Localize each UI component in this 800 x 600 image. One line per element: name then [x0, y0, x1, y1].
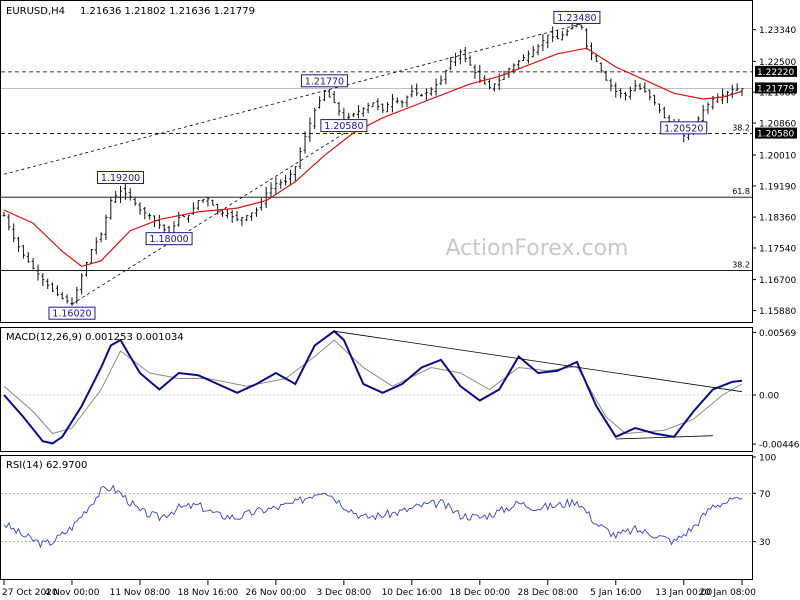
- support-resistance-levels: 1.22220 38.2 1.20580 61.8 38.2 1.21779: [1, 65, 797, 271]
- price-annotation-box: [660, 121, 708, 135]
- channel-line: [71, 133, 345, 305]
- channel-line: [3, 23, 582, 175]
- price-y-tick-label: 1.17540: [759, 244, 796, 254]
- macd-series: [1, 329, 752, 445]
- price-level-label: 1.22220: [757, 68, 794, 78]
- moving-average-line: [3, 47, 743, 268]
- x-tick-label: 18 Dec 00:00: [450, 588, 511, 598]
- macd-y-axis: 0.00569 0.00 -0.00446: [752, 329, 800, 451]
- price-y-tick-label: 1.20010: [759, 152, 796, 162]
- x-tick-label: 20 Jan 08:00: [699, 588, 756, 598]
- last-price-badge: [755, 82, 797, 94]
- price-annotations: 1.23480 1.21770 1.20580 1.20520 1.19200 1.180…: [48, 10, 708, 320]
- price-annotation-label: 1.20580: [324, 121, 363, 132]
- price-annotation-box: [48, 306, 96, 320]
- x-tick-label: 5 Jan 16:00: [590, 588, 642, 598]
- moving-average-series: [3, 47, 743, 268]
- x-tick-label: 18 Nov 16:00: [178, 588, 239, 598]
- x-tick-label: 10 Dec 16:00: [382, 588, 443, 598]
- price-annotation-label: 1.20520: [664, 123, 703, 134]
- rsi-line: [3, 484, 743, 549]
- price-panel-frame: [0, 0, 753, 323]
- price-y-tick-label: 1.15880: [759, 307, 796, 317]
- x-tick-label: 26 Nov 00:00: [246, 588, 307, 598]
- price-annotation-box: [300, 74, 348, 88]
- x-tick-label: 3 Dec 08:00: [316, 588, 371, 598]
- price-annotation-box: [553, 10, 601, 24]
- rsi-y-tick-label: 30: [759, 538, 771, 548]
- macd-signal-line: [3, 339, 743, 435]
- price-y-tick-label: 1.16700: [759, 276, 796, 286]
- price-annotation-label: 1.16020: [52, 309, 91, 320]
- ohlc-label: 1.21636 1.21802 1.21636 1.21779: [80, 6, 255, 17]
- rsi-y-axis: 100 70 30: [752, 454, 776, 548]
- x-tick-label: 27 Oct 2020: [2, 588, 58, 598]
- rsi-panel-frame: [0, 455, 753, 580]
- x-tick-label: 4 Nov 00:00: [44, 588, 99, 598]
- macd-trendline: [334, 330, 743, 393]
- x-tick-label: 28 Dec 08:00: [518, 588, 579, 598]
- price-y-tick-label: 1.19190: [759, 182, 796, 192]
- price-level-badge: [755, 65, 797, 77]
- watermark: ActionForex.com: [446, 236, 629, 261]
- macd-y-tick-label: 0.00: [759, 392, 779, 402]
- price-y-tick-label: 1.23340: [759, 26, 796, 36]
- fib-level-tag: 38.2: [732, 261, 750, 270]
- rsi-series: [1, 484, 752, 549]
- price-annotation-box: [145, 232, 193, 246]
- price-y-tick-label: 1.21680: [759, 89, 796, 99]
- price-level-label: 1.20580: [757, 130, 794, 140]
- fib-level-tag: 61.8: [732, 187, 750, 196]
- macd-title: MACD(12,26,9) 0.001253 0.001034: [6, 332, 184, 343]
- symbol-label: EURUSD,H4: [6, 6, 65, 17]
- x-tick-label: 11 Nov 08:00: [110, 588, 171, 598]
- macd-panel-frame: [0, 327, 753, 452]
- price-annotation-label: 1.18000: [149, 234, 188, 245]
- macd-y-tick-label: 0.00569: [759, 329, 796, 339]
- price-annotation-box: [97, 171, 145, 185]
- macd-y-tick-label: -0.00446: [759, 441, 800, 451]
- fib-level-tag: 38.2: [732, 124, 750, 133]
- last-price-label: 1.21779: [757, 84, 794, 94]
- price-annotation-box: [320, 119, 368, 133]
- price-y-axis: 1.23340 1.22500 1.21680 1.20860 1.20010 1.191…: [752, 26, 796, 317]
- rsi-y-tick-label: 70: [759, 490, 771, 500]
- rsi-title: RSI(14) 62.9700: [6, 460, 87, 471]
- price-annotation-label: 1.21770: [305, 76, 344, 87]
- price-y-tick-label: 1.18360: [759, 214, 796, 224]
- price-annotation-label: 1.23480: [557, 13, 596, 24]
- candlestick-series: [2, 19, 744, 306]
- price-y-tick-label: 1.22500: [759, 58, 796, 68]
- price-y-tick-label: 1.20860: [759, 120, 796, 130]
- x-tick-label: 13 Jan 00:00: [655, 588, 712, 598]
- macd-trendline: [615, 435, 713, 440]
- rsi-y-tick-label: 100: [759, 454, 776, 464]
- price-level-badge: [755, 127, 797, 139]
- price-annotation-label: 1.19200: [101, 173, 140, 184]
- channel-lines: [3, 23, 582, 305]
- macd-line: [3, 329, 743, 445]
